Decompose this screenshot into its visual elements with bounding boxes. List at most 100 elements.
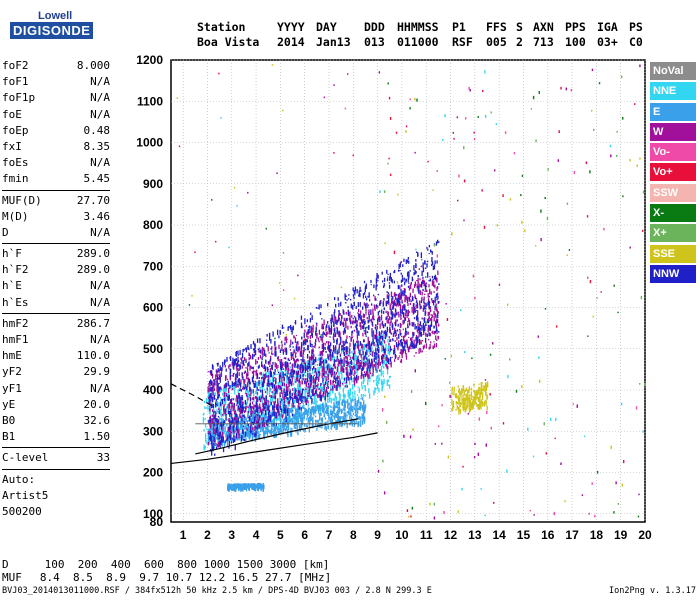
echo-point-e (290, 427, 292, 431)
echo-point-e (362, 418, 364, 422)
echo-point-nnw (402, 290, 404, 295)
echo-point-w (356, 357, 359, 361)
echo-point-e (285, 427, 287, 430)
echo-point-nne (260, 394, 262, 398)
echo-point-nne (304, 374, 307, 377)
echo-point-e (255, 423, 258, 426)
echo-point-nnw (335, 339, 338, 342)
echo-point-e (359, 401, 361, 406)
echo-point-nnw (211, 364, 214, 370)
echo-point-nnw (420, 331, 422, 337)
param-row: h`F 289.0 (2, 246, 110, 262)
echo-point-e (304, 407, 306, 410)
echo-point-nnw (353, 321, 355, 324)
echo-point-nne (219, 396, 222, 399)
echo-point-w (255, 359, 257, 365)
echo-point-nne (272, 372, 275, 377)
echo-point-w (284, 347, 286, 353)
echo-point-e (342, 401, 344, 403)
echo-point-w (239, 415, 242, 418)
echo-point-nnw (338, 330, 340, 337)
echo-point-w (418, 348, 420, 354)
echo-point-w (407, 312, 410, 316)
echo-point-w (281, 347, 283, 351)
echo-point-w (313, 378, 315, 384)
echo-point-e (233, 435, 236, 442)
echo-point-nnw (239, 364, 241, 371)
echo-point-nne (313, 398, 316, 405)
echo-point-w (363, 373, 365, 376)
echo-point-nne (382, 337, 385, 341)
echo-point-nnw (216, 362, 218, 365)
echo-point-nnw (375, 361, 377, 365)
echo-point-e (234, 427, 236, 433)
echo-point-w (325, 386, 328, 393)
echo-point-nnw (263, 365, 266, 369)
echo-point-nnw (263, 397, 265, 400)
echo-point-w (431, 316, 433, 322)
echo-point-w (374, 357, 376, 360)
echo-point-w (276, 385, 278, 391)
echo-point-nne (329, 396, 331, 399)
echo-point-w (435, 324, 438, 328)
echo-point-e (309, 415, 311, 422)
echo-point-nnw (375, 329, 378, 334)
param-value: 286.7 (76, 316, 110, 330)
echo-point-nnw (311, 343, 313, 346)
echo-point-nnw (415, 271, 417, 274)
param-name: fxI (2, 139, 22, 153)
echo-point-w (418, 286, 420, 293)
echo-point-w (372, 315, 375, 321)
echo-point-nnw (273, 384, 276, 389)
echo-point-nnw (288, 325, 290, 329)
param-name: h`E (2, 279, 22, 293)
echo-point-w (235, 362, 238, 369)
echo-point-sse (464, 403, 467, 406)
echo-point-w (429, 318, 432, 321)
echo-point-e (268, 417, 271, 419)
echo-point-nnw (416, 309, 418, 312)
echo-point-w (212, 368, 214, 370)
echo-point-nne (290, 367, 292, 369)
echo-point-nnw (407, 314, 409, 317)
echo-point-nnw (408, 282, 410, 284)
echo-point-nnw (397, 343, 400, 347)
echo-point-nnw (377, 311, 380, 316)
param-name: hmE (2, 349, 22, 363)
echo-point-nne (380, 381, 383, 385)
echo-point-nne (335, 351, 337, 353)
echo-point-w (257, 357, 260, 360)
echo-point-nnw (365, 335, 367, 337)
echo-point-nnw (243, 414, 245, 419)
echo-point-w (250, 388, 252, 395)
echo-point-nne (387, 345, 389, 349)
echo-point-w (225, 386, 227, 389)
echo-point-e (262, 412, 264, 414)
echo-point-w (281, 340, 283, 344)
echo-point-nnw (258, 380, 260, 384)
echo-point-e (260, 414, 263, 416)
echo-point-nnw (294, 363, 296, 368)
echo-point-w (360, 315, 363, 318)
echo-point-w (411, 321, 413, 327)
echo-point-e (298, 416, 300, 419)
echo-point-e (360, 421, 362, 428)
echo-point-e (338, 409, 340, 415)
echo-point-e (210, 442, 212, 445)
echo-point-nnw (293, 349, 295, 352)
echo-point-w (262, 364, 264, 368)
echo-point-nnw (356, 327, 358, 334)
echo-point-nnw (320, 395, 323, 399)
echo-point-w (419, 284, 421, 288)
echo-point-nne (378, 374, 380, 377)
echo-point-nnw (393, 280, 395, 284)
echo-point-e (300, 417, 303, 421)
x-tick-label: 12 (444, 528, 458, 542)
echo-point-nnw (405, 330, 407, 336)
echo-point-nnw (326, 324, 328, 328)
echo-point-nnw (267, 423, 269, 426)
echo-point-nnw (208, 401, 210, 404)
echo-point-nne (259, 386, 261, 392)
echo-point-nnw (295, 388, 297, 392)
